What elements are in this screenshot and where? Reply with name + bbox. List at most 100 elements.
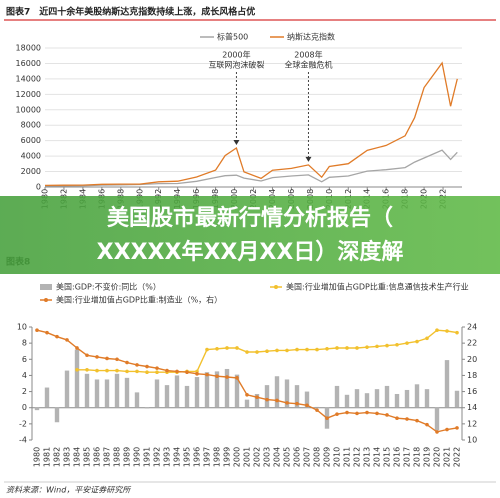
x-tick-label: 2010 xyxy=(333,447,342,467)
series-line xyxy=(44,61,458,187)
point xyxy=(345,410,349,415)
point xyxy=(435,328,439,333)
bar xyxy=(374,389,380,408)
point xyxy=(365,345,369,349)
y-tick-label: 2000 xyxy=(21,167,41,176)
x-tick-label: 2019 xyxy=(423,447,432,467)
x-tick-label: 1983 xyxy=(63,447,72,467)
bar xyxy=(344,394,350,408)
bar xyxy=(424,389,430,408)
bar xyxy=(204,372,210,408)
point xyxy=(185,370,189,375)
point xyxy=(165,368,169,373)
banner: 美国股市最新行情分析报告（ XXXXX年XX月XX日）深度解 xyxy=(0,196,500,274)
y2-tick-label: 16 xyxy=(467,387,477,396)
legend-label: 纳斯达克指数 xyxy=(287,32,335,42)
y-tick-label: 2 xyxy=(22,387,27,396)
x-tick-label: 2013 xyxy=(363,447,372,467)
point xyxy=(375,411,379,416)
point xyxy=(445,329,449,333)
point xyxy=(145,364,149,369)
x-tick-label: 2022 xyxy=(453,447,462,467)
x-tick-label: 1997 xyxy=(203,447,212,467)
y-tick-label: 8000 xyxy=(21,121,41,130)
point xyxy=(285,401,289,405)
x-tick-label: 2002 xyxy=(253,447,262,467)
point xyxy=(425,336,429,341)
legend-label: 美国:行业增加值占GDP比重:信息通信技术生产行业 xyxy=(286,282,469,292)
y-tick-label: 8 xyxy=(22,339,27,348)
point xyxy=(285,348,289,353)
annotation: 互联网泡沫破裂 xyxy=(208,60,264,70)
point xyxy=(395,416,399,421)
point xyxy=(205,372,209,377)
point xyxy=(215,374,219,379)
point xyxy=(55,334,59,339)
x-tick-label: 1993 xyxy=(163,447,172,467)
annotation: 全球金融危机 xyxy=(284,60,332,70)
point xyxy=(315,408,319,412)
y-tick-label: 16000 xyxy=(16,59,41,68)
bar xyxy=(144,407,150,409)
y-tick-label: -4 xyxy=(19,436,27,445)
bar xyxy=(354,389,360,408)
point xyxy=(385,413,389,417)
point xyxy=(155,370,159,375)
annotation: 2000年 xyxy=(222,50,250,60)
bar xyxy=(394,393,400,408)
x-tick-label: 1996 xyxy=(193,447,202,467)
x-tick-label: 2015 xyxy=(383,447,392,467)
bar xyxy=(454,390,460,408)
bar xyxy=(114,373,120,408)
x-tick-label: 1987 xyxy=(103,447,112,467)
point xyxy=(45,330,49,335)
point xyxy=(115,357,119,362)
point xyxy=(435,430,439,434)
bar xyxy=(34,407,40,411)
bar xyxy=(444,360,450,408)
bar xyxy=(194,377,200,408)
x-tick-label: 2003 xyxy=(263,447,272,467)
y-tick-label: 6000 xyxy=(21,136,41,145)
bar xyxy=(214,371,220,408)
bar xyxy=(364,393,370,408)
point xyxy=(365,410,369,415)
bar xyxy=(334,385,340,408)
y-tick-label: 10 xyxy=(17,323,27,332)
x-tick-label: 1999 xyxy=(223,447,232,467)
point xyxy=(375,344,379,349)
x-tick-label: 2006 xyxy=(293,447,302,467)
bar xyxy=(174,375,180,408)
legend-label: 标普500 xyxy=(217,32,248,42)
point xyxy=(255,350,259,354)
y-tick-label: 18000 xyxy=(16,44,41,53)
point xyxy=(115,368,119,373)
point xyxy=(225,375,229,379)
bar xyxy=(164,385,170,408)
bar xyxy=(254,393,260,408)
point xyxy=(105,356,109,361)
bar xyxy=(314,406,320,408)
legend-label: 美国:GDP:不变价:同比（%） xyxy=(56,282,161,292)
x-tick-label: 2014 xyxy=(373,447,382,467)
bar xyxy=(414,384,420,408)
point xyxy=(345,346,349,350)
point xyxy=(95,355,99,359)
x-tick-label: 1980 xyxy=(33,447,42,467)
x-tick-label: 1995 xyxy=(183,447,192,467)
y2-tick-label: 12 xyxy=(467,419,477,428)
y-tick-label: 12000 xyxy=(16,90,41,99)
point xyxy=(455,330,459,335)
bar xyxy=(434,407,440,431)
point xyxy=(155,366,159,370)
point xyxy=(325,346,329,351)
bar xyxy=(184,385,190,408)
point xyxy=(95,368,99,373)
bar xyxy=(124,377,130,408)
point xyxy=(275,398,279,403)
point xyxy=(265,349,269,354)
point xyxy=(325,416,329,421)
point xyxy=(245,350,249,354)
point xyxy=(145,370,149,375)
